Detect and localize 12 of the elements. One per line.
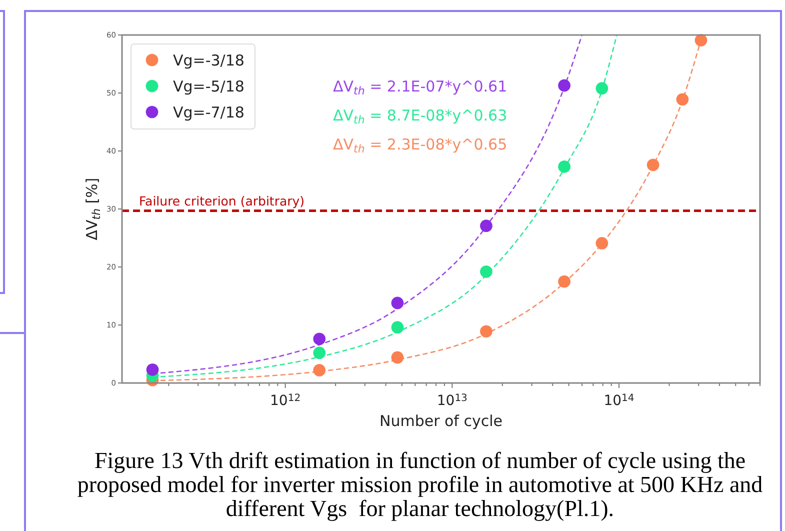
x-axis-title: Number of cycle <box>379 412 503 430</box>
text: ΔV$_{th}$ = 8.7E-08*y^0.63 <box>333 106 508 126</box>
text: ΔV$_{th}$ = 2.3E-08*y^0.65 <box>333 135 508 155</box>
text: ΔV$_{th}$ = 2.1E-07*y^0.61 <box>333 77 508 97</box>
ref-line-label: Failure criterion (arbitrary) <box>139 194 305 209</box>
legend-label: Vg=-5/18 <box>173 77 244 96</box>
x-tick-label: 10$^{13}$ <box>436 392 468 409</box>
x-tick-label: 10$^{14}$ <box>604 392 634 409</box>
legend-label: Vg=-7/18 <box>173 103 244 122</box>
caption: Figure 13 Vth drift estimation in function of number of cycle using the proposed model for inverter mission profile in automotive at 500 KHz and different Vgs for planar technology(Pl.1). <box>76 448 764 521</box>
legend-label: Vg=-3/18 <box>173 51 244 70</box>
x-tick-label: 10$^{12}$ <box>270 392 301 409</box>
